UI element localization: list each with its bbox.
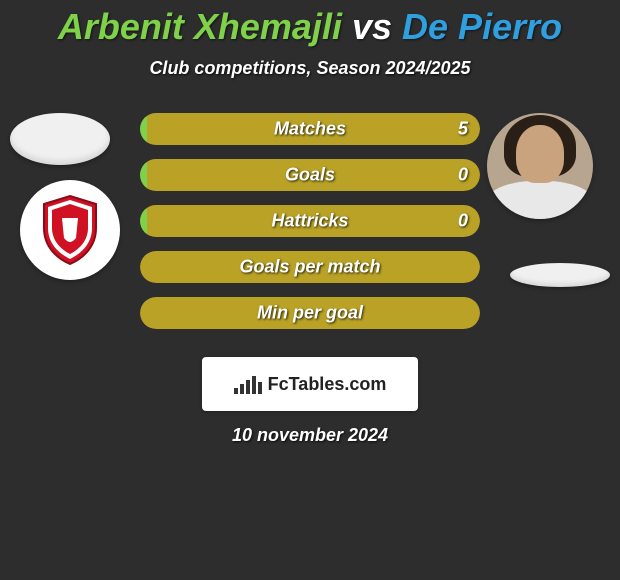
player-right-name: De Pierro <box>402 6 562 47</box>
stat-label: Goals per match <box>239 257 380 278</box>
stat-bars: Matches 5 Goals 0 Hattricks 0 Goals per match M… <box>140 113 480 343</box>
player-left-avatar <box>10 113 110 165</box>
player-right-avatar <box>487 113 593 219</box>
stat-value-right: 0 <box>458 165 468 186</box>
stat-row: Goals per match <box>140 251 480 283</box>
stat-label: Matches <box>274 119 346 140</box>
stat-row: Hattricks 0 <box>140 205 480 237</box>
player-left-team-badge <box>20 180 120 280</box>
player-left-name: Arbenit Xhemajli <box>58 6 342 47</box>
stat-label: Goals <box>285 165 335 186</box>
season-subtitle: Club competitions, Season 2024/2025 <box>0 58 620 79</box>
stat-value-right: 5 <box>458 119 468 140</box>
stat-fill-left <box>140 159 147 191</box>
player-right-team-badge <box>510 263 610 287</box>
source-badge: FcTables.com <box>202 357 418 411</box>
stat-row: Matches 5 <box>140 113 480 145</box>
vs-separator: vs <box>352 6 392 47</box>
stat-fill-left <box>140 205 147 237</box>
source-brand: FcTables.com <box>268 374 387 395</box>
stat-fill-left <box>140 113 147 145</box>
stat-label: Min per goal <box>257 303 363 324</box>
snapshot-date: 10 november 2024 <box>0 425 620 446</box>
stat-row: Goals 0 <box>140 159 480 191</box>
comparison-title: Arbenit Xhemajli vs De Pierro <box>0 0 620 48</box>
team-shield-icon <box>40 194 100 266</box>
stat-row: Min per goal <box>140 297 480 329</box>
stat-value-right: 0 <box>458 211 468 232</box>
stats-area: Matches 5 Goals 0 Hattricks 0 Goals per match M… <box>0 113 620 353</box>
bar-chart-icon <box>234 374 262 394</box>
stat-label: Hattricks <box>271 211 348 232</box>
